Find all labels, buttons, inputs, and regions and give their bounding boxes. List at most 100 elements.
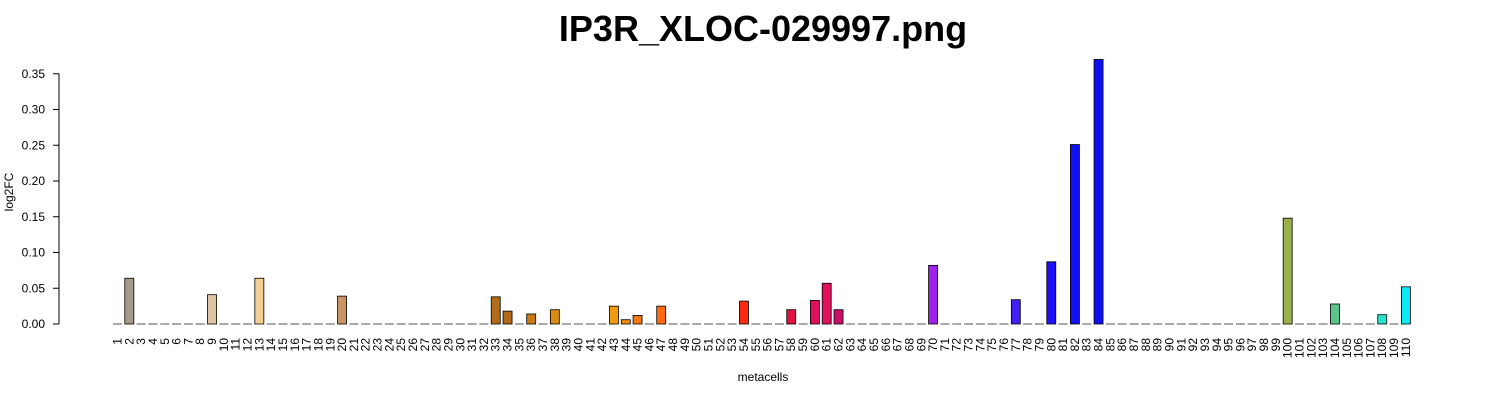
- x-tick-label: 50: [690, 338, 704, 352]
- x-tick-label: 53: [725, 338, 739, 352]
- x-tick-label: 5: [158, 338, 172, 345]
- x-tick-label: 11: [229, 338, 243, 351]
- x-tick-label: 48: [666, 338, 680, 352]
- bar-38: [549, 309, 560, 325]
- x-tick-label: 51: [702, 338, 716, 352]
- y-tick-label: 0.30: [22, 103, 46, 117]
- x-tick-label: 25: [394, 338, 408, 352]
- x-tick-label: 108: [1375, 338, 1389, 358]
- x-tick-label: 18: [311, 338, 325, 352]
- x-tick-label: 45: [631, 338, 645, 352]
- x-tick-label: 75: [985, 338, 999, 352]
- x-tick-label: 101: [1293, 338, 1307, 358]
- x-tick-label: 32: [477, 338, 491, 352]
- y-tick-label: 0.05: [22, 281, 46, 295]
- x-tick-label: 9: [205, 338, 219, 345]
- y-tick-label: 0.25: [22, 138, 46, 152]
- x-tick-label: 91: [1174, 338, 1188, 352]
- x-tick-label: 86: [1115, 338, 1129, 352]
- x-tick-label: 33: [489, 338, 503, 352]
- bar-77: [1010, 299, 1021, 325]
- y-tick-label: 0.35: [22, 67, 46, 81]
- x-tick-label: 47: [654, 338, 668, 352]
- x-tick-label: 42: [595, 338, 609, 352]
- bar-2: [124, 277, 135, 325]
- x-tick-label: 89: [1151, 338, 1165, 352]
- x-tick-label: 10: [217, 338, 231, 352]
- bar-45: [632, 315, 643, 325]
- x-tick-label: 107: [1363, 338, 1377, 358]
- x-tick-label: 24: [382, 338, 396, 352]
- bar-20: [337, 295, 347, 325]
- bar-58: [786, 309, 797, 325]
- x-tick-label: 96: [1233, 338, 1247, 352]
- x-tick-label: 69: [914, 338, 928, 352]
- bar-54: [739, 300, 749, 325]
- x-tick-label: 37: [536, 338, 550, 352]
- bar-82: [1070, 144, 1080, 325]
- x-tick-label: 58: [784, 338, 798, 352]
- x-tick-label: 79: [1032, 338, 1046, 352]
- x-tick-label: 77: [1009, 338, 1023, 352]
- x-tick-label: 54: [737, 338, 751, 352]
- x-tick-label: 17: [300, 338, 314, 352]
- x-tick-label: 52: [713, 338, 727, 352]
- bar-100: [1282, 217, 1293, 325]
- x-tick-label: 102: [1304, 338, 1318, 358]
- x-tick-label: 60: [808, 338, 822, 352]
- bar-60: [809, 299, 820, 325]
- x-tick-label: 55: [749, 338, 763, 352]
- x-tick-label: 36: [524, 338, 538, 352]
- x-tick-label: 61: [820, 338, 834, 352]
- x-tick-label: 13: [252, 338, 266, 352]
- x-tick-label: 38: [548, 338, 562, 352]
- x-tick-label: 104: [1328, 338, 1342, 358]
- x-tick-label: 92: [1186, 338, 1200, 352]
- x-tick-label: 110: [1399, 338, 1413, 357]
- x-tick-label: 41: [583, 338, 597, 352]
- y-axis-title: log2FC: [2, 172, 16, 211]
- x-tick-label: 80: [1044, 338, 1058, 352]
- x-tick-label: 62: [832, 338, 846, 352]
- x-tick-label: 84: [1092, 338, 1106, 352]
- y-tick-label: 0.00: [22, 317, 46, 331]
- x-tick-label: 95: [1222, 338, 1236, 352]
- x-tick-label: 99: [1269, 338, 1283, 352]
- x-tick-label: 44: [619, 338, 633, 352]
- x-tick-label: 22: [359, 338, 373, 352]
- x-tick-label: 109: [1387, 338, 1401, 358]
- x-tick-label: 76: [997, 338, 1011, 352]
- x-tick-label: 67: [891, 338, 905, 352]
- x-tick-label: 40: [571, 338, 585, 352]
- x-tick-label: 56: [761, 338, 775, 352]
- x-tick-label: 87: [1127, 338, 1141, 352]
- bar-84: [1093, 59, 1104, 325]
- x-tick-label: 31: [465, 338, 479, 352]
- x-tick-label: 88: [1139, 338, 1153, 352]
- bar-47: [656, 305, 667, 325]
- x-tick-label: 85: [1103, 338, 1117, 352]
- bar-34: [502, 310, 513, 325]
- x-tick-label: 21: [347, 338, 361, 352]
- x-tick-label: 65: [867, 338, 881, 352]
- x-tick-label: 28: [430, 338, 444, 352]
- x-axis-title: metacells: [738, 370, 789, 384]
- x-tick-label: 97: [1245, 338, 1259, 352]
- x-tick-label: 26: [406, 338, 420, 352]
- x-tick-label: 8: [193, 338, 207, 345]
- x-tick-label: 46: [642, 338, 656, 352]
- x-tick-label: 72: [950, 338, 964, 352]
- x-tick-label: 39: [560, 338, 574, 352]
- bar-36: [526, 313, 537, 325]
- x-tick-label: 74: [973, 338, 987, 352]
- x-tick-label: 35: [512, 338, 526, 352]
- x-tick-label: 106: [1352, 338, 1366, 358]
- x-tick-label: 68: [902, 338, 916, 352]
- x-tick-label: 2: [122, 338, 136, 345]
- bar-70: [928, 264, 938, 325]
- x-tick-label: 49: [678, 338, 692, 352]
- x-tick-label: 4: [146, 338, 160, 345]
- bar-33: [490, 296, 501, 325]
- bar-44: [620, 319, 631, 325]
